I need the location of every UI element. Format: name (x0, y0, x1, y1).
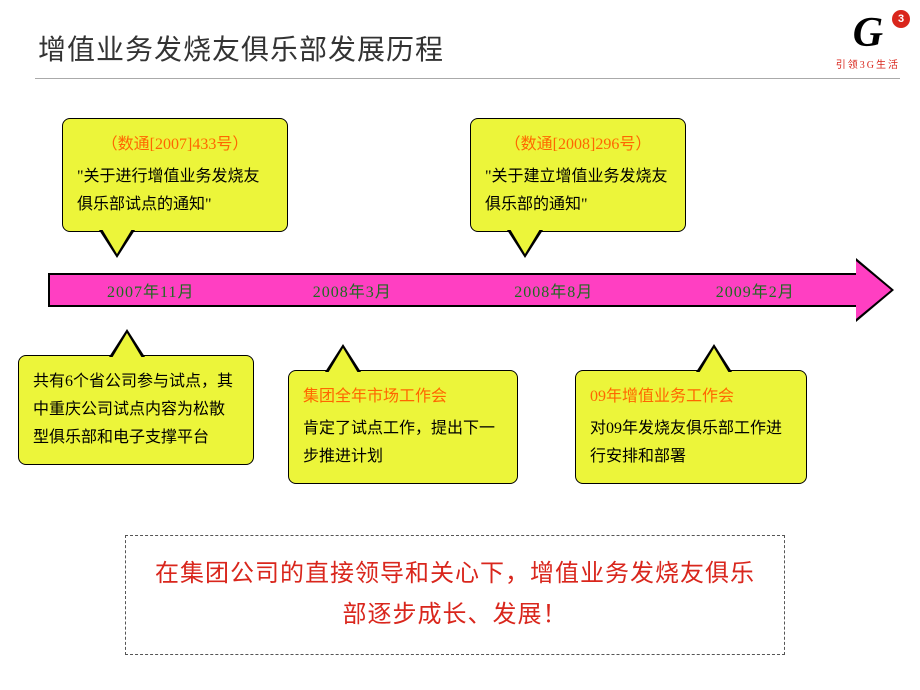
callout-body: "关于建立增值业务发烧友俱乐部的通知" (485, 168, 668, 213)
callout-ref: 09年增值业务工作会 (590, 383, 792, 411)
brand-logo: G 3 引领3G生活 (836, 12, 900, 71)
milestone-2: 2008年3月 (252, 278, 454, 302)
title-divider (35, 78, 900, 79)
callout-ref: 集团全年市场工作会 (303, 383, 503, 411)
callout-tail (109, 329, 145, 357)
callout-tail (507, 230, 543, 258)
callout-tail (325, 344, 361, 372)
logo-letter: G 3 (836, 12, 900, 54)
callout-tail (696, 344, 732, 372)
callout-body: 对09年发烧友俱乐部工作进行安排和部署 (590, 420, 782, 465)
callout-body: "关于进行增值业务发烧友俱乐部试点的通知" (77, 168, 260, 213)
logo-badge: 3 (892, 10, 910, 28)
timeline-arrow: 2007年11月 2008年3月 2008年8月 2009年2月 (48, 270, 856, 310)
callout-body: 共有6个省公司参与试点，其中重庆公司试点内容为松散型俱乐部和电子支撑平台 (33, 373, 233, 446)
callout-market-meeting: 集团全年市场工作会 肯定了试点工作，提出下一步推进计划 (288, 370, 518, 484)
page-title: 增值业务发烧友俱乐部发展历程 (38, 28, 444, 68)
callout-2009-meeting: 09年增值业务工作会 对09年发烧友俱乐部工作进行安排和部署 (575, 370, 807, 484)
callout-pilot-provinces: 共有6个省公司参与试点，其中重庆公司试点内容为松散型俱乐部和电子支撑平台 (18, 355, 254, 465)
milestone-1: 2007年11月 (50, 278, 252, 302)
milestone-3: 2008年8月 (453, 278, 655, 302)
callout-ref: （数通[2008]296号） (485, 131, 671, 159)
summary-box: 在集团公司的直接领导和关心下，增值业务发烧友俱乐部逐步成长、发展！ (125, 535, 785, 655)
callout-body: 肯定了试点工作，提出下一步推进计划 (303, 420, 495, 465)
milestone-4: 2009年2月 (655, 278, 857, 302)
callout-2007-notice: （数通[2007]433号） "关于进行增值业务发烧友俱乐部试点的通知" (62, 118, 288, 232)
callout-2008-notice: （数通[2008]296号） "关于建立增值业务发烧友俱乐部的通知" (470, 118, 686, 232)
summary-text: 在集团公司的直接领导和关心下，增值业务发烧友俱乐部逐步成长、发展！ (155, 561, 755, 628)
logo-subtitle: 引领3G生活 (836, 56, 900, 71)
callout-tail (99, 230, 135, 258)
callout-ref: （数通[2007]433号） (77, 131, 273, 159)
